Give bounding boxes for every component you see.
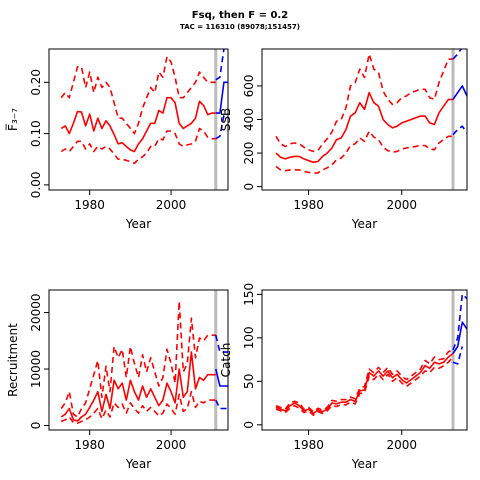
fbar-series-projection-dashed-4	[215, 49, 225, 81]
ssb-series-projection-solid-3	[452, 85, 467, 100]
recruitment-series-historical-solid-0	[60, 351, 216, 422]
ssb-ytick-label: 0	[242, 183, 256, 191]
recruitment-ytick-label: 20000	[29, 293, 43, 331]
recruitment-yaxis-label: Recruitment	[6, 323, 20, 397]
ssb-series-historical-dashed-1	[275, 53, 453, 153]
panel-ssb: 1980 2000 0 200 400 600 Year SSB	[219, 48, 468, 231]
fbar-xaxis-label: Year	[125, 217, 151, 231]
catch-series-projection-solid-3	[452, 321, 467, 354]
catch-ytick-label: 50	[242, 374, 256, 389]
fbar-series-group	[60, 49, 228, 165]
ssb-series-projection-dashed-4	[452, 49, 463, 60]
fbar-ytick-label: 0.00	[29, 172, 43, 199]
recruitment-series-historical-dashed-2	[60, 390, 216, 425]
ssb-series-projection-dashed-5	[452, 125, 467, 136]
ssb-ytick-label: 400	[242, 108, 256, 131]
catch-plot-frame	[261, 289, 468, 431]
fbar-xtick-label: 2000	[156, 198, 187, 212]
figure-title: Fsq, then F = 0.2	[191, 10, 289, 21]
catch-ytick-label: 0	[242, 421, 256, 429]
fbar-plot-frame	[48, 48, 229, 191]
fbar-yaxis-label: F̅₃₋₇	[5, 108, 20, 131]
ssb-series-historical-dashed-2	[275, 130, 453, 174]
ssb-ytick-label: 200	[242, 142, 256, 165]
catch-series-historical-dashed-2	[275, 356, 454, 417]
catch-series-projection-dashed-4	[452, 293, 467, 351]
fbar-ytick-label: 0.20	[29, 69, 43, 96]
fbar-ytick-label: 0.10	[29, 120, 43, 147]
catch-ytick-label: 100	[242, 326, 256, 349]
ssb-xtick-label: 2000	[386, 198, 417, 212]
recruitment-ytick-label: 0	[29, 422, 43, 430]
ssb-series-historical-solid-0	[275, 91, 453, 164]
catch-xtick-label: 1980	[293, 438, 324, 452]
ssb-xtick-label: 1980	[293, 198, 324, 212]
fbar-series-projection-dashed-5	[215, 114, 228, 140]
panel-fbar: 1980 2000 0.00 0.10 0.20 Year F̅₃₋₇	[5, 48, 229, 231]
ssb-ytick-label: 600	[242, 74, 256, 97]
ssb-xaxis-label: Year	[351, 217, 377, 231]
recruitment-xtick-label: 1980	[74, 438, 105, 452]
recruitment-xtick-label: 2000	[156, 438, 187, 452]
fbar-series-historical-dashed-2	[60, 127, 216, 165]
panel-catch: 1980 2000 0 50 100 150 Year Catch	[219, 283, 468, 471]
fbar-series-projection-solid-3	[215, 81, 228, 114]
ssb-yaxis-label: SSB	[219, 108, 233, 131]
recruitment-plot-frame	[48, 289, 229, 431]
fbar-series-historical-solid-0	[60, 96, 216, 153]
recruitment-ytick-label: 10000	[29, 350, 43, 388]
recruitment-xaxis-label: Year	[125, 457, 151, 471]
catch-yaxis-label: Catch	[219, 343, 233, 378]
recruitment-series-projection-dashed-5	[215, 399, 228, 410]
figure-subtitle: TAC = 116310 (89078;151457)	[180, 23, 300, 31]
fbar-xtick-label: 1980	[74, 198, 105, 212]
catch-series-projection-dashed-5	[452, 346, 464, 365]
catch-ytick-label: 150	[242, 283, 256, 306]
catch-xtick-label: 2000	[386, 438, 417, 452]
catch-series-group	[275, 293, 467, 417]
fbar-series-historical-dashed-1	[60, 55, 216, 135]
catch-series-historical-dashed-1	[275, 349, 454, 413]
recruitment-series-group	[60, 300, 228, 425]
recruitment-series-projection-dashed-4	[215, 335, 228, 353]
recruitment-series-projection-solid-3	[215, 368, 228, 387]
ssb-series-group	[275, 49, 467, 174]
catch-xaxis-label: Year	[351, 457, 377, 471]
